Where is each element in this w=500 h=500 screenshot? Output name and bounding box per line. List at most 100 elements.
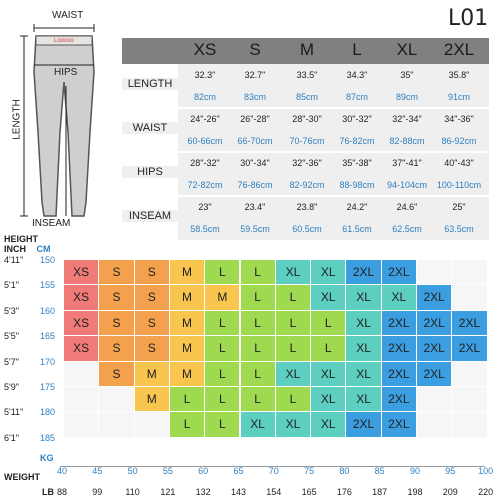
table-cell-inch: 35" [400, 70, 414, 80]
lb-tick-label: 198 [407, 487, 423, 497]
grid-cell-xs: XS [64, 260, 100, 286]
grid-cell-empty [452, 285, 488, 311]
lb-tick-label: 209 [442, 487, 458, 497]
grid-cell-2xl: 2XL [381, 361, 417, 387]
table-cell-cm: 100-110cm [436, 180, 482, 190]
table-cell-inch: 32.7" [244, 70, 266, 80]
table-cell-inch: 28"-32" [190, 158, 220, 168]
grid-cell-xl: XL [275, 260, 312, 286]
grid-cell-xl: XL [381, 285, 417, 311]
grid-cell-l: L [205, 260, 241, 286]
size-header-xl: XL [396, 40, 418, 59]
weight-title: WEIGHT [4, 472, 40, 482]
grid-cell-empty [452, 387, 488, 413]
table-row-label: INSEAM [122, 210, 178, 222]
grid-cell-s: S [99, 285, 135, 311]
table-cell-cm: 76-82cm [339, 136, 375, 146]
grid-cell-xl: XL [346, 285, 382, 311]
table-cell-inch: 24.2" [346, 202, 368, 212]
lb-tick-label: 110 [125, 487, 140, 497]
grid-cell-2xl: 2XL [381, 336, 417, 362]
table-cell-cm: 94-104cm [386, 180, 428, 190]
grid-cell-2xl: 2XL [417, 285, 453, 311]
grid-cell-l: L [205, 336, 241, 362]
grid-cell-l: L [240, 285, 276, 311]
table-cell-cm: 61.5cm [342, 224, 372, 234]
height-cm-label: 155 [40, 280, 56, 291]
waist-label: WAIST [52, 10, 84, 21]
height-cm-label: 175 [40, 382, 56, 392]
grid-cell-s: S [99, 336, 135, 362]
grid-cell-empty [99, 387, 135, 413]
kg-tick-label: 70 [268, 466, 279, 476]
grid-cell-l: L [205, 387, 241, 413]
leggings-figure: WAIST Loocoo HIPS LENGTH INSEAM [6, 2, 124, 252]
grid-cell-l: L [240, 361, 276, 387]
grid-cell-2xl: 2XL [452, 310, 488, 337]
height-inch-label: 6'1" [4, 432, 19, 443]
size-header-m: M [299, 40, 315, 59]
grid-cell-xl: XL [346, 336, 382, 362]
lb-tick-label: 99 [92, 487, 103, 497]
product-code: L01 [448, 6, 489, 31]
grid-cell-s: S [99, 260, 135, 286]
grid-cell-empty [452, 412, 488, 438]
grid-cell-m: M [205, 285, 241, 311]
height-cm-label: 150 [40, 255, 56, 265]
kg-tick-label: 55 [162, 466, 173, 476]
grid-cell-2xl: 2XL [417, 336, 453, 362]
kg-tick-label: 95 [445, 466, 456, 476]
lb-tick-label: 121 [160, 487, 176, 497]
table-cell-inch: 32"-34" [392, 114, 422, 124]
grid-cell-2xl: 2XL [381, 310, 417, 337]
height-inch-label: 5'3" [4, 305, 19, 316]
table-cell-inch: 32.3" [194, 70, 216, 80]
grid-cell-empty [417, 387, 453, 413]
kg-tick-label: 60 [198, 466, 209, 476]
grid-cell-s: S [99, 310, 135, 337]
table-row-separator [122, 151, 489, 153]
grid-cell-2xl: 2XL [381, 260, 417, 286]
grid-cell-l: L [275, 336, 312, 362]
kg-tick-label: 100 [478, 466, 494, 476]
grid-cell-l: L [240, 387, 276, 413]
lb-tick-label: 88 [56, 487, 67, 497]
grid-cell-2xl: 2XL [452, 336, 488, 362]
table-cell-cm: 83cm [243, 92, 266, 102]
grid-cell-empty [64, 387, 100, 413]
grid-cell-empty [64, 361, 100, 387]
grid-cell-m: M [169, 361, 206, 387]
kg-tick-label: 90 [409, 466, 420, 476]
table-cell-inch: 34.3" [346, 70, 368, 80]
lb-tick-label: 143 [230, 487, 247, 497]
grid-cell-xl: XL [346, 361, 382, 387]
table-cell-inch: 30"-34" [240, 158, 270, 168]
table-cell-inch: 30"-32" [342, 114, 372, 124]
size-header-l: L [352, 40, 362, 59]
grid-cell-xl: XL [275, 412, 312, 438]
grid-cell-l: L [169, 387, 206, 413]
grid-cell-s: S [134, 336, 170, 362]
height-cm-label: 180 [40, 407, 56, 418]
kg-tick-label: 45 [92, 466, 103, 476]
kg-tick-label: 50 [127, 466, 138, 476]
table-cell-inch: 23" [198, 202, 212, 212]
cm-unit-label: CM [36, 244, 51, 254]
grid-cell-xl: XL [346, 310, 382, 337]
grid-cell-m: M [169, 310, 206, 337]
grid-cell-xl: XL [311, 361, 347, 387]
lb-tick-label: 165 [301, 487, 317, 497]
table-cell-cm: 66-70cm [237, 136, 273, 146]
grid-cell-s: S [99, 361, 135, 387]
grid-cell-empty [134, 412, 170, 438]
table-row-separator [122, 107, 489, 109]
grid-cell-empty [452, 361, 488, 387]
table-cell-cm: 60.5cm [292, 224, 322, 234]
table-row-separator [122, 195, 489, 197]
height-cm-label: 165 [40, 331, 56, 342]
grid-cell-xs: XS [64, 336, 100, 362]
table-cell-inch: 35.8" [448, 70, 470, 80]
leggings-icon [20, 24, 95, 217]
grid-cell-m: M [169, 336, 206, 362]
kg-unit-label: KG [40, 453, 54, 463]
